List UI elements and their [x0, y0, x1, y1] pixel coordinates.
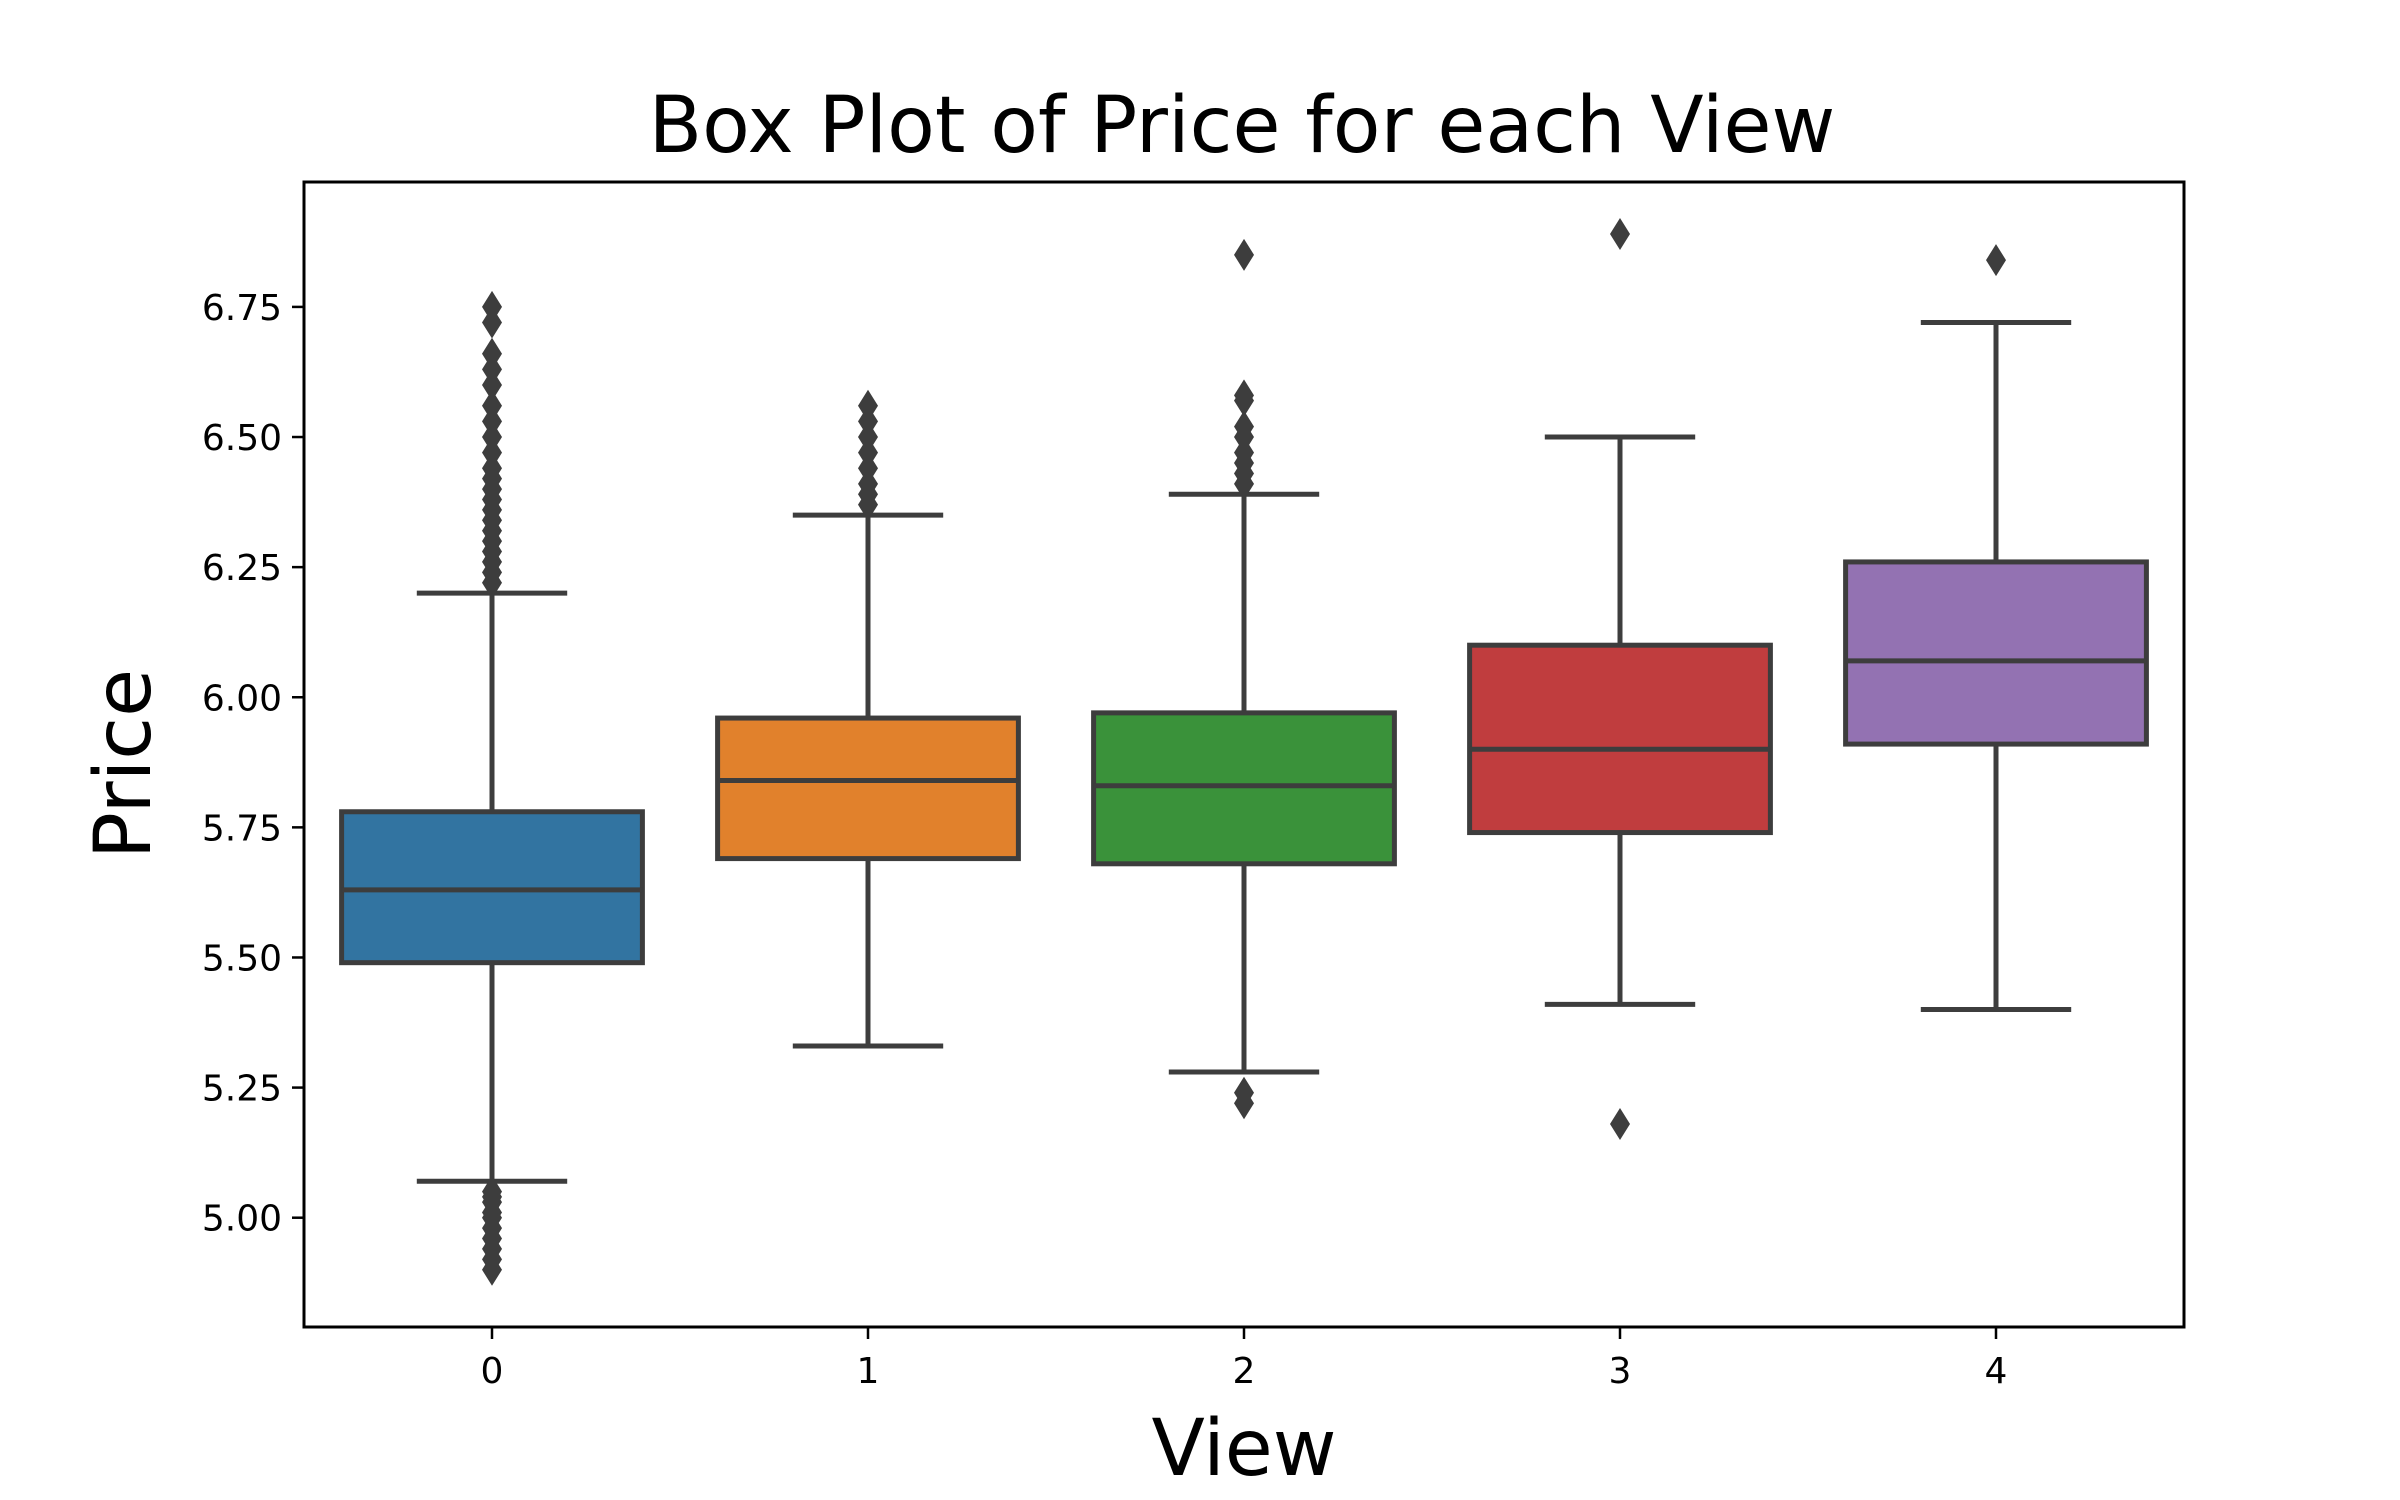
outlier-point	[1234, 379, 1254, 412]
box-group-view-2	[1091, 238, 1397, 1120]
y-axis: 5.00 5.25 5.50 5.75 6.00 6.25 6.50 6.75	[202, 288, 304, 1240]
outlier-point	[482, 290, 502, 323]
y-tick-label: 6.25	[202, 548, 282, 589]
outlier-point	[1234, 410, 1254, 443]
y-tick-label: 5.25	[202, 1069, 282, 1110]
box-iqr	[715, 715, 1021, 862]
outlier-point	[858, 389, 878, 422]
x-axis-label: View	[1151, 1404, 1336, 1494]
box-group-view-1	[715, 389, 1021, 1049]
box-iqr	[339, 809, 645, 966]
x-tick-label: 4	[1985, 1351, 2008, 1392]
y-axis-label: Price	[79, 669, 169, 859]
outlier-point	[1234, 238, 1254, 271]
chart-title: Box Plot of Price for each View	[649, 81, 1836, 171]
x-tick-label: 2	[1233, 1351, 1256, 1392]
y-tick-label: 5.00	[202, 1199, 282, 1240]
box-iqr	[1091, 710, 1397, 867]
box-iqr	[1843, 559, 2149, 747]
box-group-view-4	[1843, 244, 2149, 1013]
box-group-view-0	[339, 290, 645, 1286]
outlier-point	[1234, 1076, 1254, 1109]
x-axis: 0 1 2 3 4	[481, 1327, 2008, 1392]
outlier-point	[482, 389, 502, 422]
y-tick-label: 5.50	[202, 938, 282, 979]
outlier-point	[482, 337, 502, 370]
outlier-point	[1610, 1108, 1630, 1141]
x-tick-label: 0	[481, 1351, 504, 1392]
y-tick-label: 6.00	[202, 678, 282, 719]
x-tick-label: 3	[1609, 1351, 1632, 1392]
y-tick-label: 5.75	[202, 808, 282, 849]
box-iqr	[1467, 642, 1773, 836]
box-group-view-3	[1467, 218, 1773, 1141]
plot-area	[339, 218, 2149, 1286]
y-tick-label: 6.50	[202, 418, 282, 459]
outlier-point	[1610, 218, 1630, 251]
y-tick-label: 6.75	[202, 288, 282, 329]
outlier-point	[482, 1175, 502, 1208]
x-tick-label: 1	[857, 1351, 880, 1392]
outlier-point	[1986, 244, 2006, 277]
